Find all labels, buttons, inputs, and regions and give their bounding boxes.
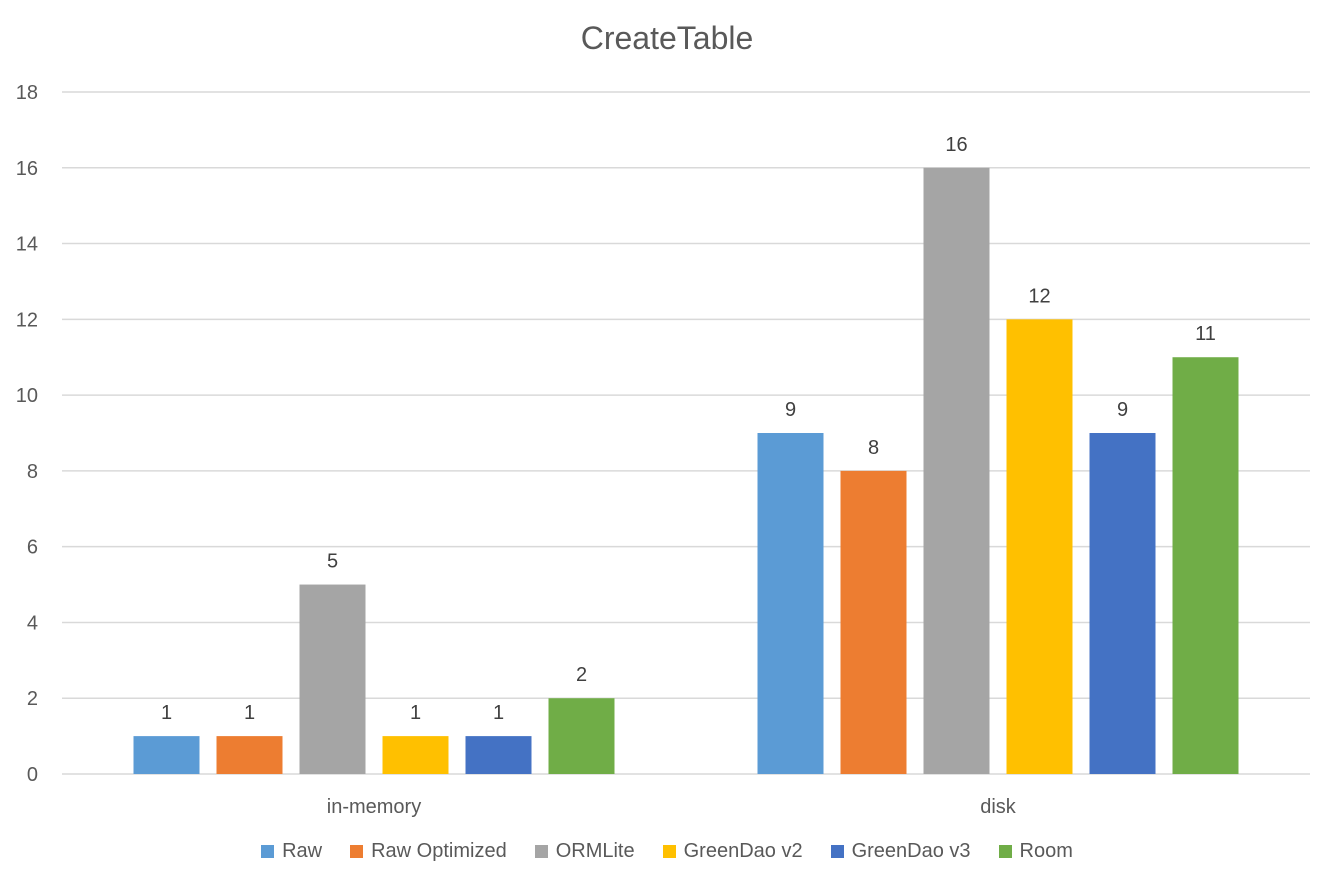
legend-item: Raw Optimized <box>350 840 507 863</box>
data-label: 8 <box>868 437 879 459</box>
y-tick-label: 16 <box>16 158 38 180</box>
bar <box>923 167 990 774</box>
y-tick-label: 0 <box>27 764 38 786</box>
y-tick-label: 4 <box>27 612 38 634</box>
data-label: 1 <box>244 702 255 724</box>
data-label: 1 <box>410 702 421 724</box>
data-label: 1 <box>161 702 172 724</box>
legend-swatch <box>261 845 275 858</box>
legend-item: GreenDao v2 <box>662 840 803 863</box>
bar <box>299 584 366 774</box>
data-label: 16 <box>945 134 967 156</box>
legend-item: ORMLite <box>534 840 635 863</box>
legend-item: Room <box>998 840 1073 863</box>
data-label: 2 <box>576 664 587 686</box>
y-tick-label: 8 <box>27 461 38 483</box>
legend-swatch <box>534 845 548 858</box>
legend-swatch <box>662 845 676 858</box>
bar <box>382 736 449 774</box>
data-label: 1 <box>493 702 504 724</box>
y-tick-label: 18 <box>16 82 38 104</box>
bar <box>1006 319 1073 774</box>
bar <box>133 736 200 774</box>
legend-item: GreenDao v3 <box>830 840 971 863</box>
data-label: 12 <box>1028 285 1050 307</box>
legend-label: GreenDao v3 <box>851 840 971 862</box>
legend: Raw Raw Optimized ORMLite GreenDao v2 GreenD… <box>0 840 1334 863</box>
bar <box>840 470 907 774</box>
legend-item: Raw <box>261 840 322 863</box>
legend-label: Raw <box>282 840 323 862</box>
legend-label: GreenDao v2 <box>683 840 803 862</box>
legend-swatch <box>998 845 1012 858</box>
y-tick-label: 10 <box>16 385 38 407</box>
legend-label: Raw Optimized <box>371 840 507 862</box>
y-tick-label: 2 <box>27 688 38 710</box>
bar <box>757 433 824 774</box>
legend-swatch <box>830 845 844 858</box>
y-tick-label: 14 <box>16 234 38 256</box>
x-category-label: disk <box>980 796 1017 818</box>
bar <box>548 698 615 774</box>
y-tick-label: 12 <box>16 309 38 331</box>
bar <box>1089 433 1156 774</box>
legend-label: ORMLite <box>555 840 635 862</box>
legend-label: Room <box>1019 840 1073 862</box>
x-category-label: in-memory <box>327 796 421 818</box>
data-label: 9 <box>785 399 796 421</box>
bar <box>1172 357 1239 774</box>
data-label: 9 <box>1117 399 1128 421</box>
y-tick-label: 6 <box>27 537 38 559</box>
chart-title: CreateTable <box>580 20 754 56</box>
data-label: 5 <box>327 551 338 573</box>
bar <box>216 736 283 774</box>
legend-swatch <box>350 845 364 858</box>
bar <box>465 736 532 774</box>
data-label: 11 <box>1195 323 1216 345</box>
